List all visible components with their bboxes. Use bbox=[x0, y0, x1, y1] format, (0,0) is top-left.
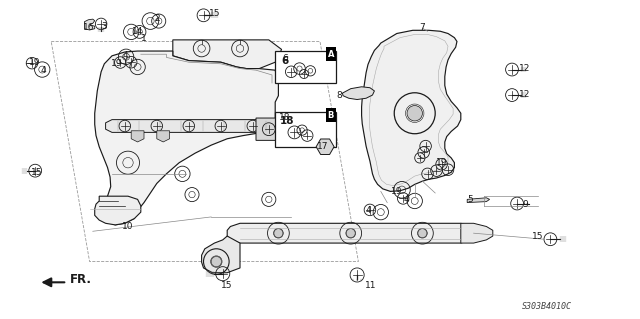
Polygon shape bbox=[131, 131, 144, 142]
Polygon shape bbox=[362, 30, 461, 191]
Text: 4: 4 bbox=[404, 195, 409, 204]
Text: 14: 14 bbox=[132, 27, 143, 36]
Text: 15: 15 bbox=[31, 168, 43, 177]
FancyBboxPatch shape bbox=[275, 51, 336, 83]
Text: 15: 15 bbox=[532, 232, 543, 241]
Text: 6: 6 bbox=[281, 56, 289, 66]
Text: A: A bbox=[328, 50, 334, 59]
Circle shape bbox=[211, 256, 221, 267]
Text: 15: 15 bbox=[209, 9, 221, 18]
Text: 5: 5 bbox=[468, 195, 473, 204]
Text: 18: 18 bbox=[280, 116, 294, 126]
Text: 16: 16 bbox=[83, 23, 94, 32]
Text: 12: 12 bbox=[519, 90, 531, 99]
Text: 3: 3 bbox=[102, 22, 107, 31]
Text: 7: 7 bbox=[419, 23, 424, 32]
Text: 8: 8 bbox=[337, 91, 342, 100]
Polygon shape bbox=[316, 139, 334, 154]
FancyBboxPatch shape bbox=[275, 112, 336, 147]
Circle shape bbox=[418, 229, 427, 238]
Circle shape bbox=[407, 106, 422, 121]
Circle shape bbox=[274, 229, 283, 238]
Circle shape bbox=[346, 229, 355, 238]
Text: 19: 19 bbox=[29, 58, 41, 67]
Polygon shape bbox=[173, 40, 282, 69]
Text: B: B bbox=[328, 110, 334, 119]
Polygon shape bbox=[461, 223, 493, 243]
Polygon shape bbox=[84, 19, 95, 30]
Polygon shape bbox=[227, 223, 474, 243]
Polygon shape bbox=[256, 118, 282, 140]
Text: 4: 4 bbox=[123, 51, 128, 60]
Text: 19: 19 bbox=[391, 187, 403, 196]
Text: 10: 10 bbox=[122, 222, 134, 231]
Text: 2: 2 bbox=[154, 14, 159, 23]
Text: 4: 4 bbox=[365, 206, 371, 215]
Text: 1: 1 bbox=[141, 34, 147, 43]
Polygon shape bbox=[106, 120, 275, 132]
Text: 9: 9 bbox=[522, 200, 527, 209]
Text: 18: 18 bbox=[279, 113, 291, 122]
Polygon shape bbox=[342, 87, 374, 100]
Text: 15: 15 bbox=[221, 281, 233, 290]
Polygon shape bbox=[95, 196, 141, 225]
Text: A: A bbox=[328, 49, 334, 58]
Text: 6: 6 bbox=[282, 54, 287, 63]
Text: S303B4010C: S303B4010C bbox=[522, 302, 572, 311]
Text: B: B bbox=[328, 111, 334, 120]
Text: 4: 4 bbox=[41, 66, 46, 75]
Text: 17: 17 bbox=[317, 142, 329, 151]
Polygon shape bbox=[467, 198, 490, 203]
Polygon shape bbox=[202, 236, 240, 273]
Polygon shape bbox=[157, 131, 170, 142]
Text: 19: 19 bbox=[111, 59, 123, 68]
Text: 12: 12 bbox=[519, 64, 531, 73]
Text: FR.: FR. bbox=[70, 273, 92, 286]
Text: 19: 19 bbox=[436, 158, 447, 167]
Text: 11: 11 bbox=[365, 281, 377, 290]
Polygon shape bbox=[95, 51, 278, 225]
